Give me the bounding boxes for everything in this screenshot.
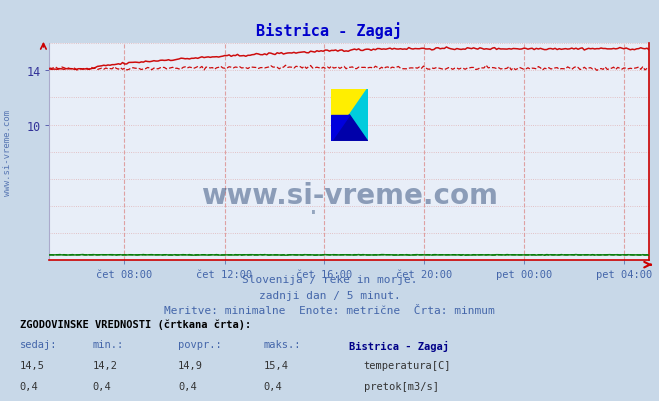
Text: 15,4: 15,4 bbox=[264, 360, 289, 371]
Text: pretok[m3/s]: pretok[m3/s] bbox=[364, 381, 439, 391]
Text: temperatura[C]: temperatura[C] bbox=[364, 360, 451, 371]
Text: povpr.:: povpr.: bbox=[178, 340, 221, 350]
Text: 14,9: 14,9 bbox=[178, 360, 203, 371]
Text: 0,4: 0,4 bbox=[178, 381, 196, 391]
Polygon shape bbox=[349, 89, 368, 142]
Text: zadnji dan / 5 minut.: zadnji dan / 5 minut. bbox=[258, 290, 401, 300]
Polygon shape bbox=[331, 115, 349, 142]
Text: www.si-vreme.com: www.si-vreme.com bbox=[3, 109, 13, 195]
Text: Meritve: minimalne  Enote: metrične  Črta: minmum: Meritve: minimalne Enote: metrične Črta:… bbox=[164, 305, 495, 315]
Polygon shape bbox=[331, 89, 368, 115]
Text: maks.:: maks.: bbox=[264, 340, 301, 350]
Text: www.si-vreme.com: www.si-vreme.com bbox=[201, 182, 498, 210]
Text: ZGODOVINSKE VREDNOSTI (črtkana črta):: ZGODOVINSKE VREDNOSTI (črtkana črta): bbox=[20, 319, 251, 329]
Text: 0,4: 0,4 bbox=[92, 381, 111, 391]
Text: Slovenija / reke in morje.: Slovenija / reke in morje. bbox=[242, 275, 417, 285]
Text: Bistrica - Zagaj: Bistrica - Zagaj bbox=[256, 22, 403, 39]
Text: 0,4: 0,4 bbox=[264, 381, 282, 391]
Text: min.:: min.: bbox=[92, 340, 123, 350]
Text: sedaj:: sedaj: bbox=[20, 340, 57, 350]
Polygon shape bbox=[331, 115, 368, 142]
Text: 0,4: 0,4 bbox=[20, 381, 38, 391]
Text: 14,5: 14,5 bbox=[20, 360, 45, 371]
Text: Bistrica - Zagaj: Bistrica - Zagaj bbox=[349, 340, 449, 350]
Text: ·: · bbox=[309, 199, 318, 227]
Text: 14,2: 14,2 bbox=[92, 360, 117, 371]
